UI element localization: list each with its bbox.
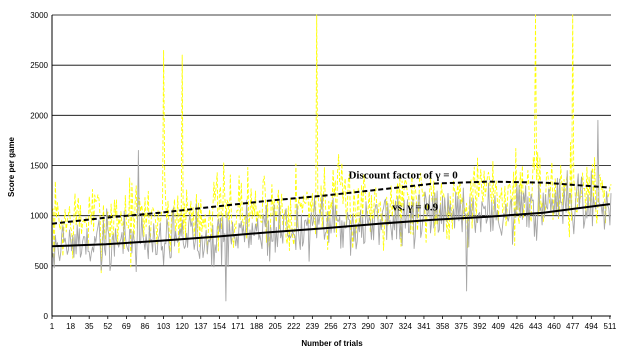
y-tick-label: 2500 — [30, 61, 48, 70]
x-tick-label: 35 — [85, 322, 94, 331]
annotation-2: vs. γ = 0.9 — [392, 202, 438, 214]
x-tick-label: 358 — [436, 322, 450, 331]
trend-line-1 — [51, 180, 610, 225]
raw-series-line-2 — [51, 119, 612, 302]
x-tick-label: 52 — [103, 322, 112, 331]
x-axis-title: Number of trials — [301, 339, 363, 348]
y-tick-label: 2000 — [30, 111, 48, 120]
x-tick-label: 341 — [417, 322, 431, 331]
x-tick-label: 239 — [306, 322, 320, 331]
x-tick-label: 188 — [250, 322, 264, 331]
trend-line-2 — [51, 203, 611, 248]
x-tick-label: 477 — [566, 322, 580, 331]
axes — [51, 15, 611, 319]
annotation-1: Discount factor of γ = 0 — [348, 170, 458, 182]
x-tick-label: 511 — [604, 322, 617, 331]
x-tick-label: 1 — [50, 322, 55, 331]
grid-lines — [52, 14, 611, 267]
x-tick-label: 426 — [510, 322, 524, 331]
x-tick-label: 120 — [175, 322, 189, 331]
raw-series-line-1 — [51, 14, 612, 274]
x-tick-label: 205 — [268, 322, 282, 331]
x-tick-label: 443 — [529, 322, 543, 331]
x-tick-label: 154 — [213, 322, 227, 331]
x-tick-label: 273 — [343, 322, 357, 331]
x-tick-label: 375 — [454, 322, 468, 331]
raw-series-layer — [51, 14, 612, 302]
x-tick-label: 290 — [361, 322, 375, 331]
x-tick-label: 324 — [399, 322, 413, 331]
x-tick-label: 392 — [473, 322, 487, 331]
x-tick-label: 103 — [157, 322, 171, 331]
trend-series-layer — [51, 180, 611, 248]
y-tick-label: 1000 — [30, 212, 48, 221]
x-tick-label: 494 — [585, 322, 599, 331]
x-tick-labels: 1 18 35 52 69 86 103 120 137 154 171 188 205 222 239 25… — [50, 322, 617, 331]
x-tick-label: 137 — [194, 322, 208, 331]
x-tick-label: 69 — [122, 322, 131, 331]
y-tick-label: 3000 — [30, 11, 48, 20]
x-tick-label: 222 — [287, 322, 301, 331]
y-tick-label: 0 — [44, 312, 49, 321]
x-tick-label: 86 — [141, 322, 150, 331]
x-tick-label: 18 — [66, 322, 75, 331]
x-tick-label: 409 — [492, 322, 506, 331]
y-tick-label: 500 — [35, 262, 49, 271]
y-tick-label: 1500 — [30, 162, 48, 171]
y-axis-title: Score per game — [7, 136, 16, 197]
annotations: Discount factor of γ = 0 vs. γ = 0.9 — [348, 170, 458, 214]
y-tick-labels: 0 500 1000 1500 2000 2500 3000 — [30, 11, 48, 321]
x-tick-label: 171 — [231, 322, 245, 331]
x-tick-label: 307 — [380, 322, 394, 331]
x-tick-label: 256 — [324, 322, 338, 331]
x-tick-label: 460 — [547, 322, 561, 331]
